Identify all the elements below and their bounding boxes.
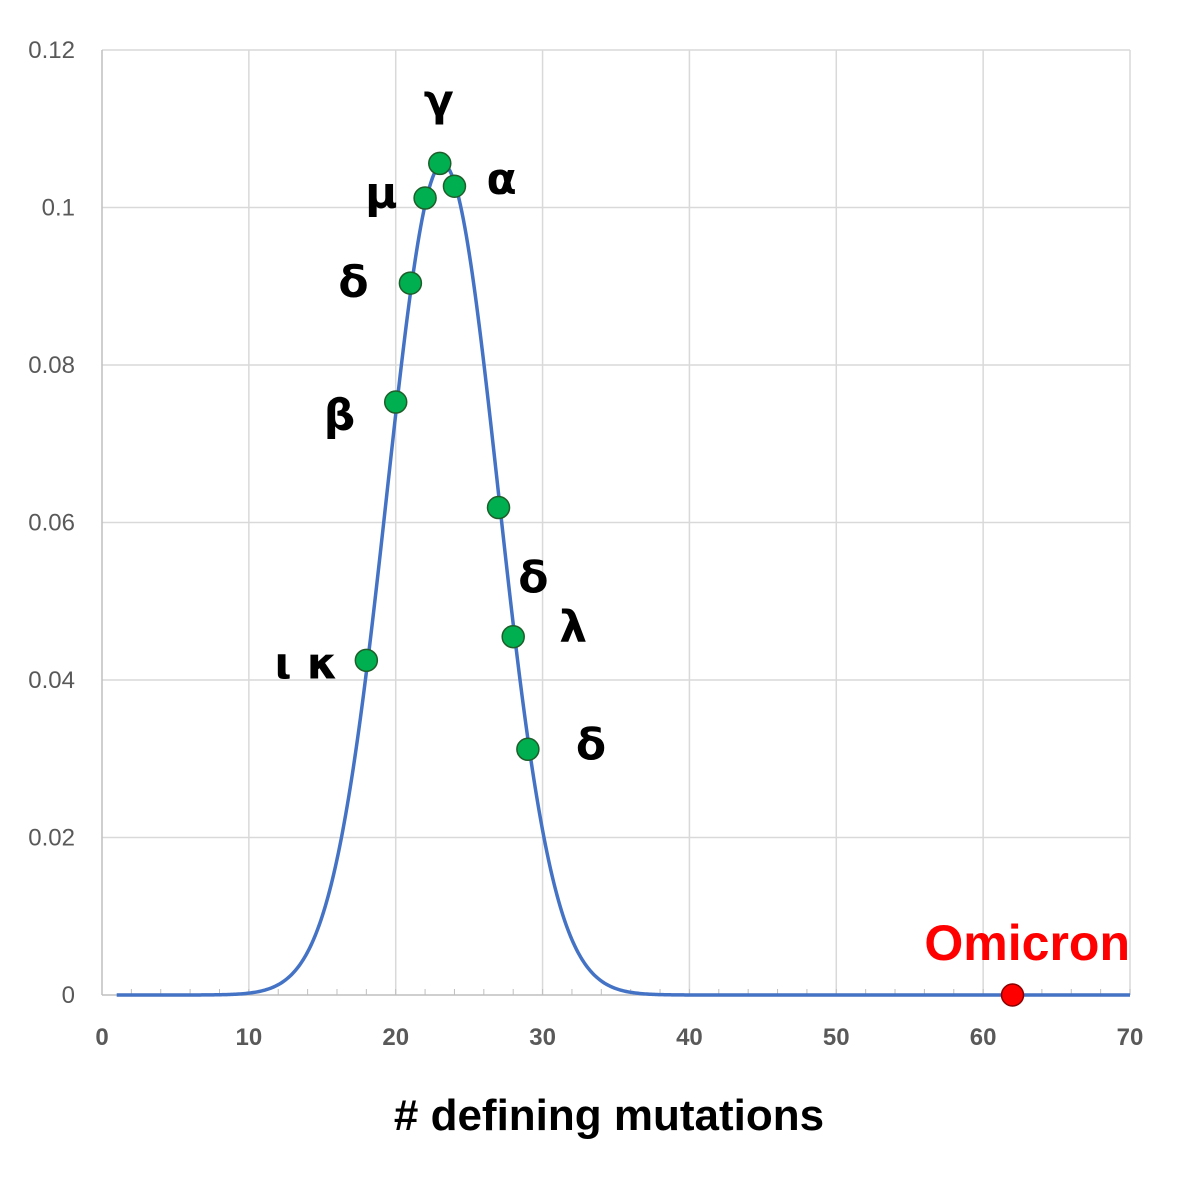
point-label: α xyxy=(486,154,516,205)
point-label: δ xyxy=(576,719,606,770)
y-tick-label: 0.12 xyxy=(28,37,75,64)
x-tick-label: 30 xyxy=(529,1024,556,1051)
y-tick-label: 0.08 xyxy=(28,352,75,379)
x-tick-label: 0 xyxy=(95,1024,108,1051)
omicron-point xyxy=(1000,983,1025,1007)
point-label: β xyxy=(324,390,356,441)
data-point xyxy=(398,271,423,295)
point-label: μ xyxy=(365,168,397,219)
omicron-highlight: Omicron xyxy=(924,915,1130,1007)
data-point xyxy=(354,648,379,673)
x-tick-label: 10 xyxy=(236,1024,263,1051)
y-tick-label: 0.06 xyxy=(28,510,75,537)
data-point xyxy=(383,390,408,414)
data-point xyxy=(428,151,452,176)
omicron-label: Omicron xyxy=(924,915,1130,971)
x-tick-label: 40 xyxy=(676,1024,703,1051)
point-label: γ xyxy=(424,75,454,126)
x-tick-label: 20 xyxy=(382,1024,409,1051)
data-point xyxy=(501,624,525,649)
point-label: ι κ xyxy=(274,638,338,689)
x-tick-label: 50 xyxy=(823,1024,850,1051)
x-tick-label: 70 xyxy=(1117,1024,1144,1051)
data-point xyxy=(516,737,540,762)
y-tick-label: 0.04 xyxy=(28,667,75,694)
data-point xyxy=(486,495,511,520)
y-tick-label: 0.1 xyxy=(42,195,75,222)
y-tick-label: 0.02 xyxy=(28,825,75,852)
data-point xyxy=(413,186,437,210)
grid-lines xyxy=(102,49,1131,995)
y-tick-label: 0 xyxy=(62,982,75,1009)
y-tick-labels: 0 0.02 0.04 0.06 0.08 0.1 0.12 xyxy=(28,37,75,1009)
point-label: λ xyxy=(559,602,587,653)
data-point xyxy=(442,174,467,198)
point-label: δ xyxy=(518,553,548,604)
x-axis-label: # defining mutations xyxy=(394,1091,824,1140)
point-label: δ xyxy=(338,257,368,308)
data-points xyxy=(354,151,540,762)
x-tick-labels: 0 10 20 30 40 50 60 70 xyxy=(95,1024,1143,1051)
x-tick-label: 60 xyxy=(970,1024,997,1051)
series-curve xyxy=(116,162,1130,997)
